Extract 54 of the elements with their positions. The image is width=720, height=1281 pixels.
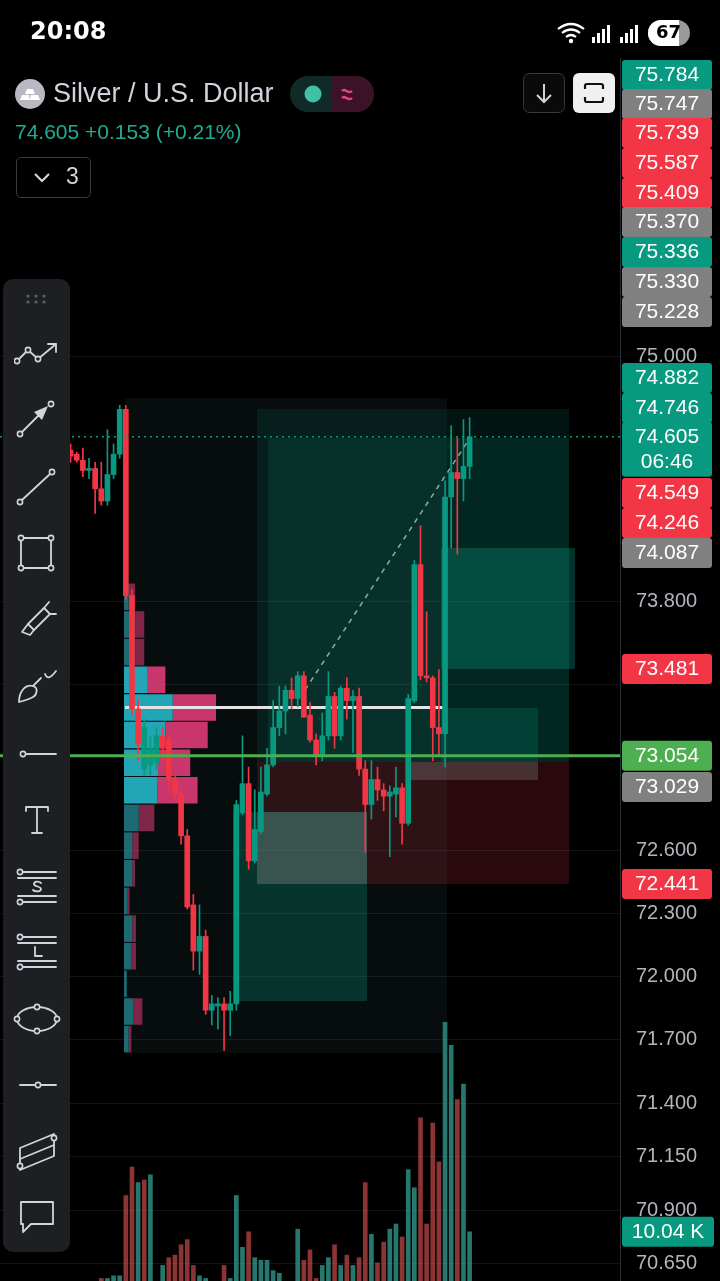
y-tick-label: 75.000	[636, 344, 698, 367]
y-tick-label: 72.000	[636, 963, 698, 986]
y-tick-label: 70.900	[636, 1197, 698, 1220]
text: 20:08	[30, 17, 107, 45]
bar	[138, 804, 155, 832]
bar	[160, 1265, 165, 1281]
text: 74.087	[634, 539, 700, 563]
text: 74.882	[634, 364, 700, 388]
y-tick-label: 72.300	[636, 900, 698, 923]
text: 75.370	[634, 208, 700, 232]
text: 73.481	[634, 655, 700, 679]
bar	[147, 666, 166, 694]
text: Silver / U.S. Dollar	[53, 77, 274, 109]
annotation: 3	[66, 163, 79, 190]
y-tick-label: 73.800	[636, 589, 698, 612]
bar	[252, 1257, 258, 1281]
text: 73.029	[634, 773, 700, 797]
bar	[387, 1228, 393, 1281]
text: 67	[656, 21, 682, 42]
bar	[166, 1257, 172, 1281]
y-tick-label: 72.600	[636, 837, 698, 860]
bar	[455, 1099, 460, 1281]
ref-line-label: 73.054	[634, 742, 700, 766]
text: 74.605 +0.153 (+0.21%)	[15, 119, 242, 145]
bar	[246, 1231, 251, 1281]
text: 74.746	[634, 394, 700, 418]
text: 75.336	[634, 238, 700, 262]
ref-line-label: 74.605 06:46	[634, 423, 700, 472]
text: 75.409	[634, 179, 700, 203]
bar	[133, 998, 143, 1025]
text: 72.441	[634, 870, 700, 894]
bar	[332, 1244, 337, 1281]
bar	[141, 1179, 147, 1281]
y-tick-label: 71.400	[636, 1090, 698, 1113]
text: 75.747	[634, 90, 700, 114]
text: 10.04 K	[631, 1218, 705, 1242]
text: 75.587	[634, 149, 700, 173]
bar	[448, 1044, 454, 1281]
bar	[362, 1182, 368, 1281]
text: 74.549	[634, 479, 700, 503]
bar	[98, 1278, 104, 1281]
text: 75.739	[634, 119, 700, 143]
y-tick-label: 71.700	[636, 1027, 698, 1050]
bar	[295, 1228, 301, 1281]
text: 75.784	[634, 61, 700, 85]
text: 75.330	[634, 268, 700, 292]
bar	[276, 1272, 282, 1281]
text: 74.246	[634, 509, 700, 533]
text: 75.228	[634, 298, 700, 322]
bar	[369, 1234, 374, 1281]
y-tick-label: 71.150	[636, 1144, 698, 1167]
y-tick-label: 70.650	[636, 1251, 698, 1274]
bar	[148, 1174, 153, 1281]
bar	[338, 1265, 344, 1281]
